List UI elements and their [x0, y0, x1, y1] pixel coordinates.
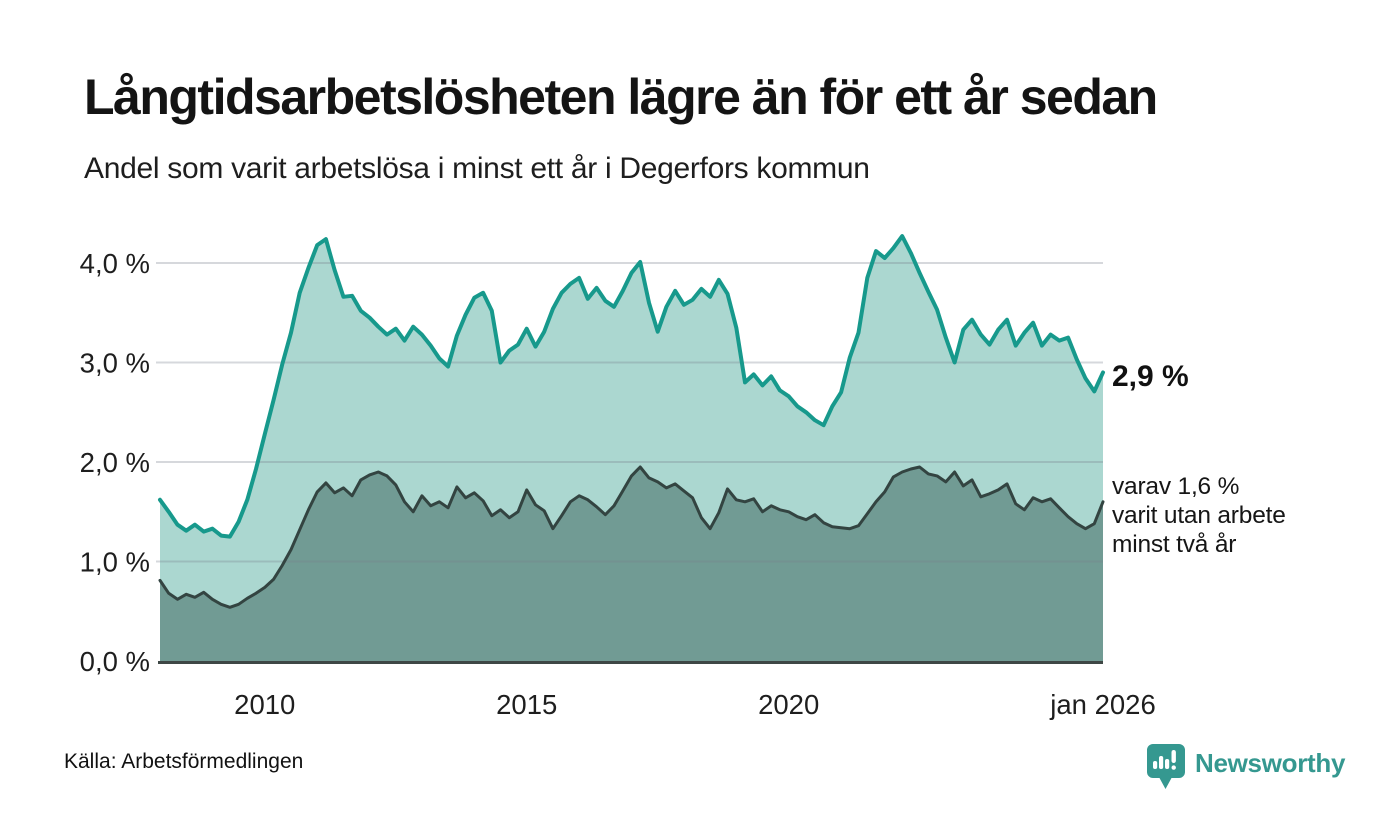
annotation-line: varav 1,6 %	[1112, 473, 1240, 500]
chart-subtitle: Andel som varit arbetslösa i minst ett å…	[84, 152, 870, 185]
annotation-line: minst två år	[1112, 531, 1237, 558]
brand-name: Newsworthy	[1195, 748, 1346, 778]
x-axis-label: jan 2026	[1049, 689, 1156, 720]
chart-title: Långtidsarbetslösheten lägre än för ett …	[84, 69, 1158, 125]
source-label: Källa: Arbetsförmedlingen	[64, 750, 304, 773]
y-axis-label: 3,0 %	[80, 348, 150, 379]
newsworthy-logo: Newsworthy	[1146, 743, 1345, 791]
newsworthy-logo-icon	[1147, 744, 1185, 789]
x-axis-label: 2010	[234, 689, 295, 720]
y-axis-label: 4,0 %	[80, 248, 150, 279]
y-axis-label: 0,0 %	[80, 646, 150, 677]
line-unemployed-min-two-years	[158, 465, 1105, 609]
x-axis-label: 2020	[758, 689, 819, 720]
latest-value-label: 2,9 %	[1112, 360, 1189, 393]
line-unemployed-min-one-year	[158, 234, 1105, 539]
y-axis-label: 1,0 %	[80, 547, 150, 578]
secondary-series-annotation: varav 1,6 % varit utan arbete minst två …	[1112, 472, 1286, 559]
annotation-line: varit utan arbete	[1112, 502, 1286, 529]
x-axis-label: 2015	[496, 689, 557, 720]
y-axis-label: 2,0 %	[80, 447, 150, 478]
